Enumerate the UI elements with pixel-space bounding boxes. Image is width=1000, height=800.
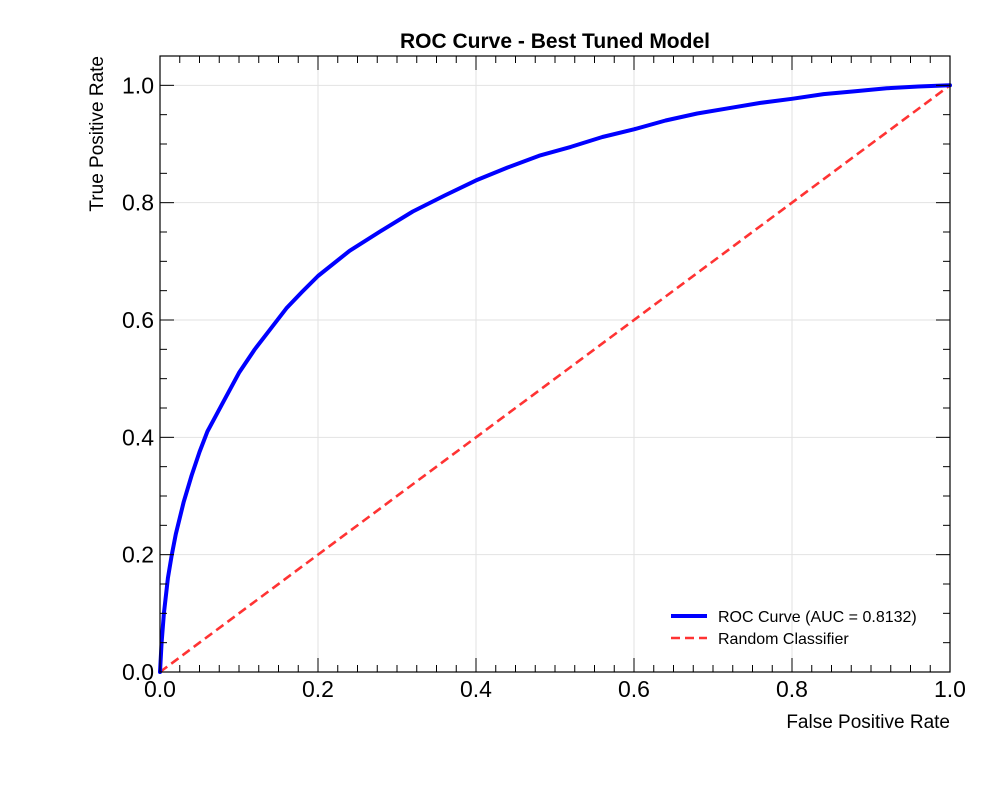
roc-curve-line bbox=[158, 83, 952, 674]
x-tick-label: 0.0 bbox=[144, 676, 176, 702]
y-axis-label: True Positive Rate bbox=[87, 56, 108, 212]
y-tick-label: 0.0 bbox=[122, 659, 154, 685]
x-tick-label: 0.2 bbox=[302, 676, 334, 702]
y-tick-label: 0.8 bbox=[122, 190, 154, 216]
x-tick-label: 0.8 bbox=[776, 676, 808, 702]
x-axis-label: False Positive Rate bbox=[786, 712, 950, 733]
series-layer bbox=[158, 83, 952, 674]
legend: ROC Curve (AUC = 0.8132) Random Classifie… bbox=[671, 609, 917, 648]
y-tick-label: 1.0 bbox=[122, 72, 154, 98]
x-tick-label: 1.0 bbox=[934, 676, 966, 702]
legend-entry-label: ROC Curve (AUC = 0.8132) bbox=[718, 609, 917, 626]
y-tick-label: 0.4 bbox=[122, 424, 154, 450]
chart-title: ROC Curve - Best Tuned Model bbox=[400, 30, 710, 53]
legend-entry-label: Random Classifier bbox=[718, 631, 849, 648]
ticks-layer: 0.0 0.2 0.4 0.6 0.8 1.0 0.0 0.2 0.4 0.6 0.8 1.0 bbox=[122, 55, 966, 702]
x-tick-label: 0.4 bbox=[460, 676, 492, 702]
y-tick-label: 0.2 bbox=[122, 542, 154, 568]
plot-frame bbox=[159, 55, 951, 673]
y-tick-label: 0.6 bbox=[122, 307, 154, 333]
random-classifier-line bbox=[159, 84, 951, 674]
grid-layer bbox=[159, 56, 951, 673]
x-tick-label: 0.6 bbox=[618, 676, 650, 702]
